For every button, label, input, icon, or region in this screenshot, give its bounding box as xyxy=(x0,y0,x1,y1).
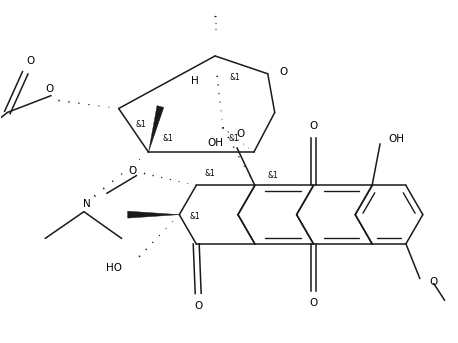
Text: &1: &1 xyxy=(229,73,240,82)
Text: &1: &1 xyxy=(163,134,174,143)
Text: O: O xyxy=(309,121,317,131)
Polygon shape xyxy=(128,211,179,218)
Text: &1: &1 xyxy=(267,171,278,180)
Text: O: O xyxy=(309,298,317,308)
Text: H: H xyxy=(191,76,199,86)
Text: O: O xyxy=(194,301,202,311)
Text: OH: OH xyxy=(388,134,404,144)
Text: HO: HO xyxy=(106,263,122,273)
Text: O: O xyxy=(26,56,34,66)
Text: N: N xyxy=(83,199,91,209)
Polygon shape xyxy=(148,106,164,152)
Text: &1: &1 xyxy=(190,212,201,221)
Text: &1: &1 xyxy=(135,120,146,129)
Text: OH: OH xyxy=(207,138,223,148)
Text: &1: &1 xyxy=(205,169,216,178)
Text: O: O xyxy=(237,129,245,139)
Text: O: O xyxy=(45,84,53,94)
Text: O: O xyxy=(279,67,288,77)
Text: O: O xyxy=(430,276,438,286)
Text: &1: &1 xyxy=(229,134,240,143)
Text: O: O xyxy=(128,166,137,176)
